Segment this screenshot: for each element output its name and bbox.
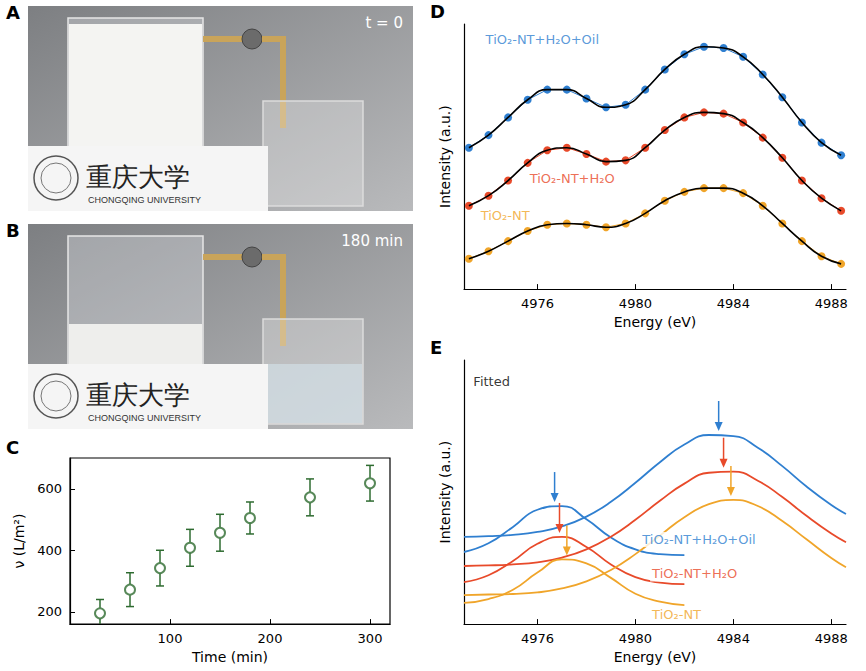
svg-text:180 min: 180 min	[341, 232, 403, 250]
svg-text:Energy (eV): Energy (eV)	[614, 649, 697, 665]
svg-text:CHONGQING UNIVERSITY: CHONGQING UNIVERSITY	[88, 195, 201, 205]
svg-text:Time (min): Time (min)	[191, 649, 268, 665]
svg-text:重庆大学: 重庆大学	[86, 381, 190, 410]
svg-text:Energy (eV): Energy (eV)	[614, 314, 697, 330]
svg-text:CHONGQING UNIVERSITY: CHONGQING UNIVERSITY	[88, 413, 201, 423]
html-text:A: A	[6, 2, 20, 23]
svg-text:t = 0: t = 0	[365, 14, 403, 32]
svg-text:E: E	[430, 337, 442, 358]
svg-text:TiO₂-NT: TiO₂-NT	[651, 607, 701, 622]
svg-text:100: 100	[158, 631, 183, 646]
svg-text:TiO₂-NT+H₂O: TiO₂-NT+H₂O	[529, 171, 615, 186]
html-text:B: B	[6, 220, 20, 241]
svg-text:4976: 4976	[521, 631, 554, 646]
svg-text:C: C	[6, 437, 19, 458]
svg-text:4984: 4984	[717, 296, 750, 311]
svg-text:4988: 4988	[815, 296, 848, 311]
svg-text:4980: 4980	[619, 296, 652, 311]
svg-text:4988: 4988	[815, 631, 848, 646]
svg-text:200: 200	[258, 631, 283, 646]
svg-text:4976: 4976	[521, 296, 554, 311]
svg-text:200: 200	[37, 604, 62, 619]
svg-text:4980: 4980	[619, 631, 652, 646]
svg-text:300: 300	[358, 631, 383, 646]
svg-text:400: 400	[37, 543, 62, 558]
svg-text:Fitted: Fitted	[473, 374, 510, 389]
svg-text:Intensity (a.u.): Intensity (a.u.)	[437, 441, 453, 544]
svg-text:600: 600	[37, 481, 62, 496]
svg-text:4984: 4984	[717, 631, 750, 646]
svg-text:TiO₂-NT+H₂O+Oil: TiO₂-NT+H₂O+Oil	[641, 532, 755, 547]
svg-text:D: D	[430, 1, 445, 22]
svg-text:Intensity (a.u.): Intensity (a.u.)	[437, 105, 453, 208]
svg-text:重庆大学: 重庆大学	[86, 163, 190, 192]
svg-text:TiO₂-NT+H₂O: TiO₂-NT+H₂O	[651, 566, 737, 581]
svg-text:ν (L/m²): ν (L/m²)	[11, 514, 27, 569]
svg-text:TiO₂-NT+H₂O+Oil: TiO₂-NT+H₂O+Oil	[485, 32, 599, 47]
svg-text:TiO₂-NT: TiO₂-NT	[480, 208, 530, 223]
